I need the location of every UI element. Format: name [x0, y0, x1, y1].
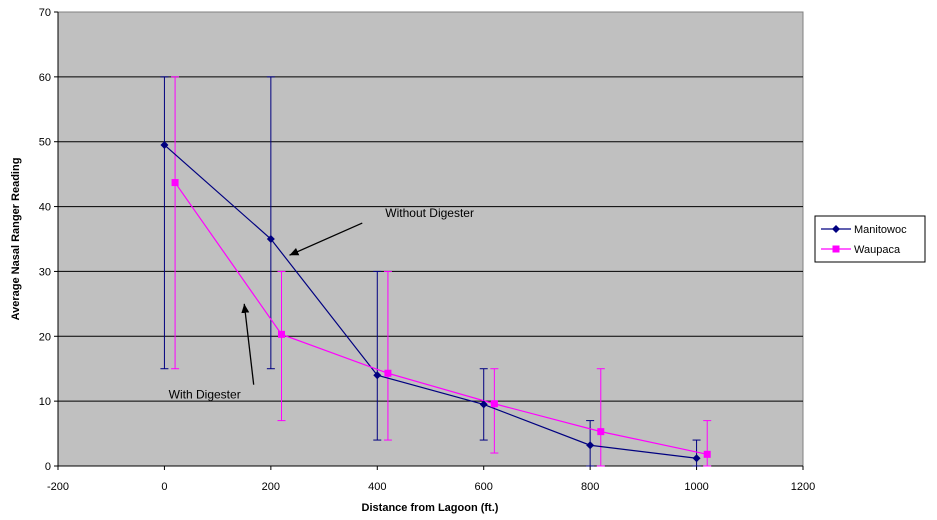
y-tick-label: 20 [39, 331, 51, 343]
legend-marker-manitowoc [832, 225, 840, 233]
y-tick-label: 0 [45, 461, 51, 473]
y-tick-label: 40 [39, 202, 51, 214]
legend-box [814, 215, 926, 263]
y-tick-labels: 0 10 20 30 40 50 60 70 [39, 7, 51, 473]
annotation-without-digester: Without Digester [385, 206, 474, 220]
annotations: Without Digester With Digester [169, 206, 474, 402]
x-tick-label: 400 [368, 481, 386, 493]
legend-label-waupaca: Waupaca [854, 244, 901, 256]
series-markers [160, 140, 711, 463]
x-axis-title: Distance from Lagoon (ft.) [362, 502, 499, 514]
x-tick-label: 1200 [791, 481, 815, 493]
y-axis-title: Average Nasal Ranger Reading [10, 158, 22, 321]
manitowoc-series-line [164, 144, 697, 459]
x-tick-label: -200 [47, 481, 69, 493]
y-tick-label: 60 [39, 72, 51, 84]
annotation-with-digester: With Digester [169, 388, 241, 402]
manitowoc-point [160, 140, 169, 149]
x-tick-label: 600 [475, 481, 493, 493]
y-tick-label: 70 [39, 7, 51, 19]
manitowoc-point [692, 454, 701, 463]
waupaca-point [384, 369, 392, 377]
annotation-arrow [241, 303, 255, 385]
x-tick-label: 800 [581, 481, 599, 493]
waupaca-point [171, 179, 179, 187]
manitowoc-point [586, 441, 595, 450]
manitowoc-point [479, 400, 488, 409]
y-tick-label: 10 [39, 396, 51, 408]
grid-lines [54, 11, 804, 470]
x-tick-labels: -200 0 200 400 600 800 1000 1200 [47, 481, 815, 493]
waupaca-point [278, 330, 285, 338]
x-tick-label: 200 [262, 481, 280, 493]
series-lines [164, 144, 708, 459]
waupaca-series-line [174, 182, 708, 455]
x-tick-label: 1000 [684, 481, 708, 493]
waupaca-point [597, 428, 605, 436]
waupaca-point [703, 450, 711, 458]
y-tick-label: 50 [39, 137, 51, 149]
annotation-arrow [289, 222, 363, 256]
legend-label-manitowoc: Manitowoc [854, 224, 907, 236]
legend-marker-waupaca [832, 245, 840, 253]
waupaca-point [490, 400, 498, 408]
manitowoc-point [373, 371, 382, 380]
manitowoc-point [266, 235, 275, 243]
x-tick-label: 0 [161, 481, 167, 493]
legend: Manitowoc Waupaca [814, 215, 926, 263]
y-tick-label: 30 [39, 266, 51, 278]
